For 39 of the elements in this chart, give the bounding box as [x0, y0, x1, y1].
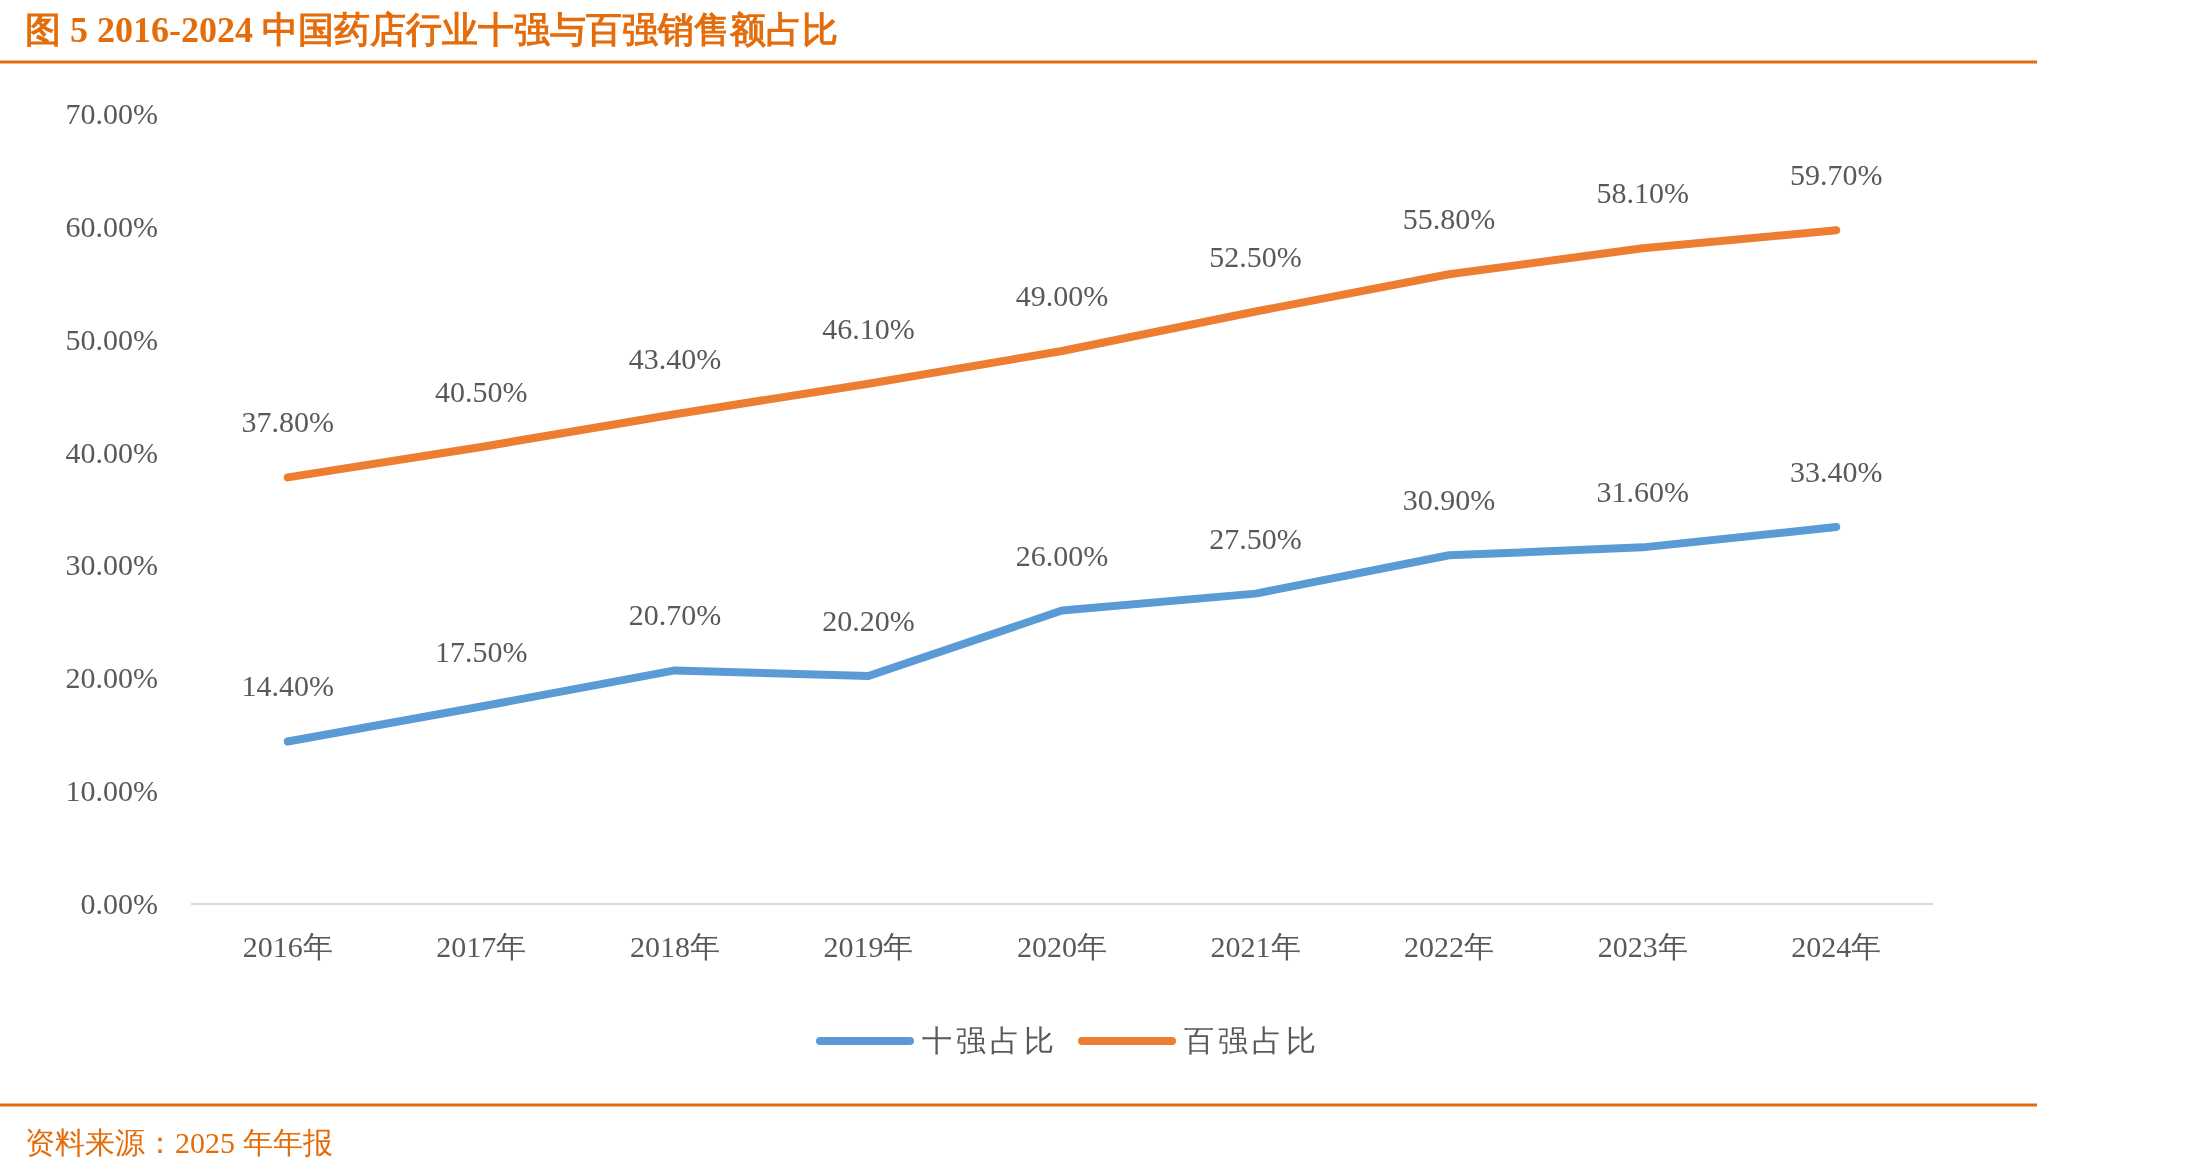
x-tick-label: 2016年 — [242, 930, 333, 963]
data-label: 33.40% — [1789, 455, 1883, 489]
data-label: 26.00% — [1015, 538, 1109, 572]
y-tick-label: 40.00% — [65, 435, 158, 469]
data-label: 20.20% — [822, 604, 915, 638]
data-label: 59.70% — [1789, 158, 1883, 192]
data-label: 49.00% — [1015, 279, 1109, 312]
x-tick-label: 2018年 — [629, 930, 720, 963]
legend-label: 百强占比 — [1184, 1024, 1320, 1057]
data-label: 31.60% — [1596, 475, 1689, 509]
y-tick-label: 50.00% — [65, 322, 158, 356]
x-tick-label: 2019年 — [823, 930, 914, 963]
y-tick-label: 20.00% — [65, 661, 158, 695]
y-tick-label: 0.00% — [80, 887, 158, 920]
data-label: 58.10% — [1596, 176, 1689, 210]
y-tick-label: 30.00% — [65, 548, 158, 582]
y-tick-label: 60.00% — [65, 209, 158, 243]
data-label: 55.80% — [1402, 202, 1496, 236]
data-label: 30.90% — [1402, 483, 1496, 517]
y-tick-label: 70.00% — [65, 97, 158, 130]
data-label: 43.40% — [628, 342, 722, 376]
data-label: 46.10% — [822, 311, 915, 345]
y-tick-label: 10.00% — [65, 774, 158, 808]
data-label: 37.80% — [241, 405, 335, 439]
x-tick-label: 2024年 — [1791, 930, 1882, 963]
data-label: 52.50% — [1209, 239, 1302, 273]
legend-label: 十强占比 — [922, 1024, 1058, 1057]
data-label: 14.40% — [241, 669, 335, 703]
x-tick-label: 2021年 — [1210, 930, 1301, 963]
x-tick-label: 2020年 — [1017, 930, 1107, 963]
x-tick-label: 2017年 — [436, 930, 527, 963]
chart-title: 图 5 2016-2024 中国药店行业十强与百强销售额占比 — [25, 10, 838, 50]
x-tick-label: 2022年 — [1404, 930, 1495, 963]
data-label: 27.50% — [1209, 521, 1302, 555]
data-label: 40.50% — [435, 374, 528, 408]
text: 资料来源：2025 年年报 — [25, 1126, 333, 1159]
data-label: 20.70% — [628, 598, 722, 632]
data-label: 17.50% — [435, 634, 528, 668]
x-tick-label: 2023年 — [1597, 930, 1688, 963]
